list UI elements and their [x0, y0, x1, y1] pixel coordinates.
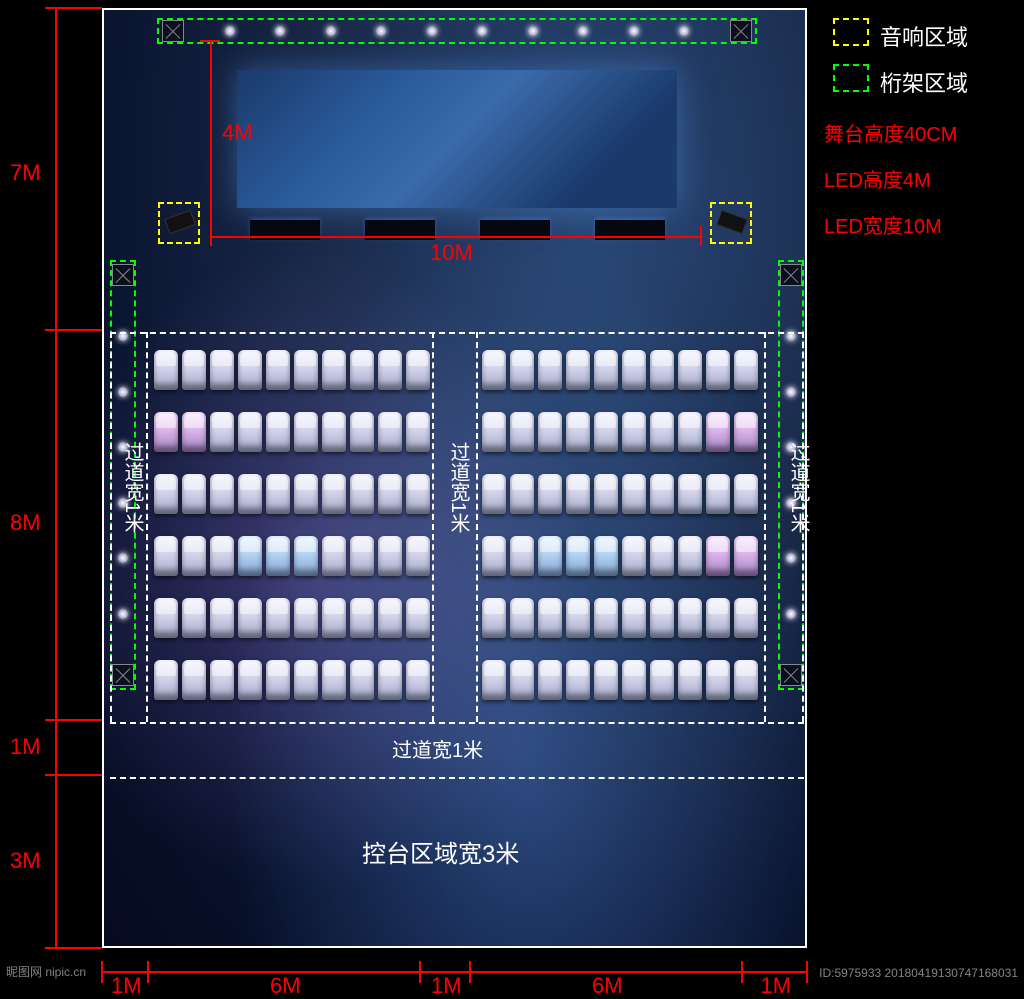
led-width-label: 10M [430, 240, 473, 266]
led-dim-h [210, 236, 702, 238]
hdim-label: 6M [270, 973, 301, 999]
led-height-label: 4M [222, 120, 253, 146]
vdim-label: 3M [10, 848, 41, 874]
legend-audio-swatch [833, 18, 869, 46]
led-screen [237, 70, 677, 208]
seating-block-left [154, 350, 430, 700]
hdim-label: 6M [592, 973, 623, 999]
legend-audio-label: 音响区域 [880, 20, 968, 52]
legend-truss-swatch [833, 64, 869, 92]
hdim-label: 1M [431, 973, 462, 999]
watermark-id: ID:5975933 20180419130747168031 [819, 966, 1018, 980]
aisle-label-mid: 过道宽1米 [444, 442, 473, 533]
seating-block-right [482, 350, 758, 700]
note-stage-height: 舞台高度40CM [824, 118, 957, 147]
led-dim-v [210, 40, 212, 236]
vdim-label: 8M [10, 510, 41, 536]
note-led-height: LED高度4M [824, 164, 931, 193]
aisle-mid-left-line [432, 332, 434, 722]
aisle-label-left: 过道宽1米 [118, 442, 147, 533]
hdim-label: 1M [761, 973, 792, 999]
note-led-width: LED宽度10M [824, 210, 942, 239]
vdim-label: 7M [10, 160, 41, 186]
legend-truss-label: 桁架区域 [880, 66, 968, 98]
control-zone-line [110, 777, 804, 779]
hdim-label: 1M [111, 973, 142, 999]
truss-top-lights [162, 20, 752, 42]
vdim-label: 1M [10, 734, 41, 760]
venue-floor: 过道宽1米 过道宽1米 过道宽1米 过道宽1米 控台区域宽3米 [102, 8, 807, 948]
aisle-label-right: 过道宽1米 [784, 442, 813, 533]
aisle-bottom-line [110, 722, 804, 724]
aisle-right-inner-line [764, 332, 766, 722]
aisle-mid-right-line [476, 332, 478, 722]
watermark-site: 昵图网 nipic.cn [6, 963, 86, 980]
aisle-label-bottom: 过道宽1米 [392, 734, 483, 763]
control-zone-label: 控台区域宽3米 [362, 834, 519, 869]
